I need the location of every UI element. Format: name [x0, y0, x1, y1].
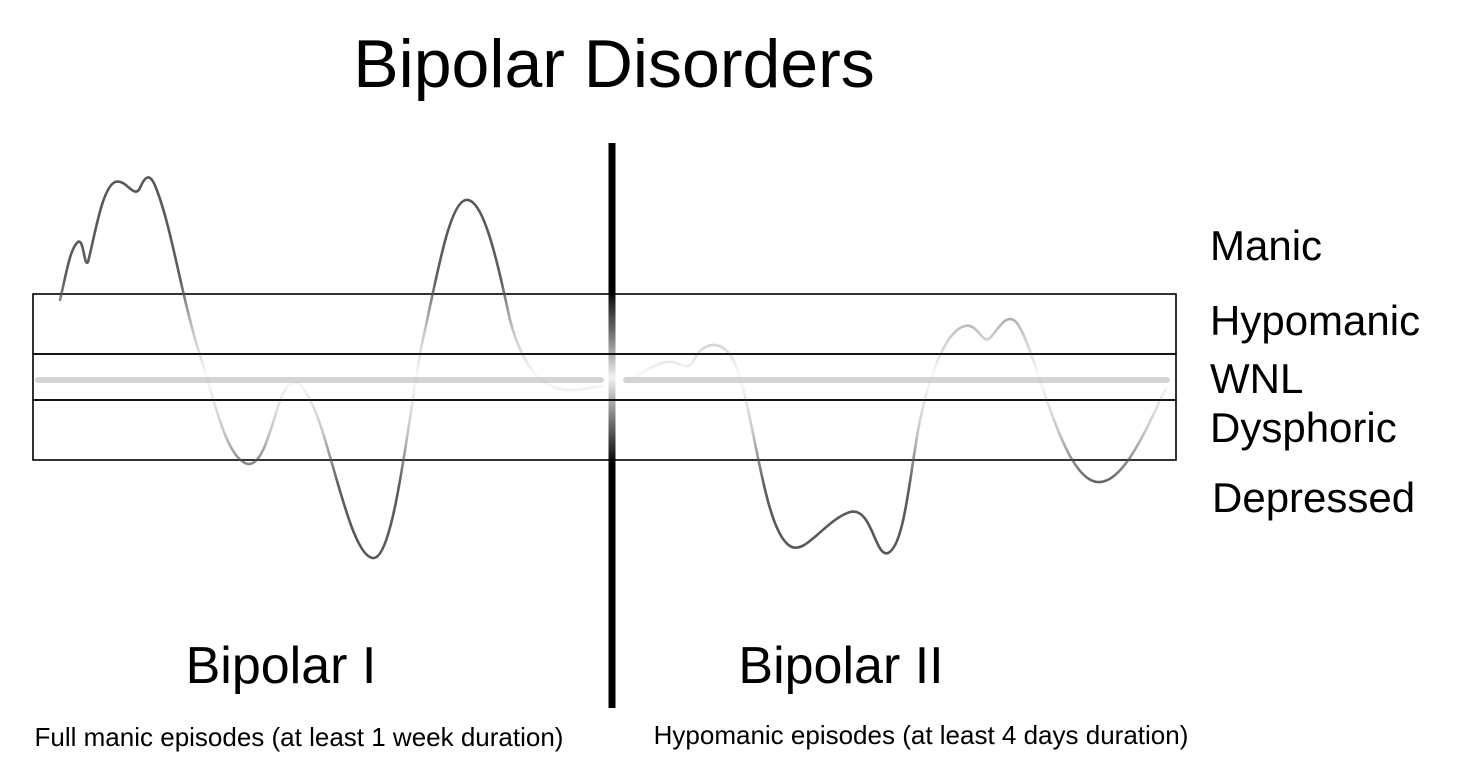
bipolar-1-caption: Full manic episodes (at least 1 week dur… [35, 722, 564, 752]
level-label-manic: Manic [1210, 222, 1322, 269]
level-label-wnl: WNL [1210, 355, 1303, 402]
page-title: Bipolar Disorders [353, 26, 875, 102]
bipolar-2-title: Bipolar II [738, 637, 943, 695]
bipolar-2-mood-curve [626, 317, 1168, 555]
bipolar-1-mood-curve [58, 176, 604, 560]
level-label-hypomanic: Hypomanic [1210, 297, 1420, 344]
level-label-dysphoric: Dysphoric [1210, 404, 1397, 451]
level-label-depressed: Depressed [1212, 474, 1415, 521]
dysphoric-band [32, 399, 1177, 461]
hypomanic-band [32, 293, 1177, 355]
bipolar-2-caption: Hypomanic episodes (at least 4 days dura… [654, 720, 1189, 750]
bipolar-1-title: Bipolar I [186, 637, 377, 695]
